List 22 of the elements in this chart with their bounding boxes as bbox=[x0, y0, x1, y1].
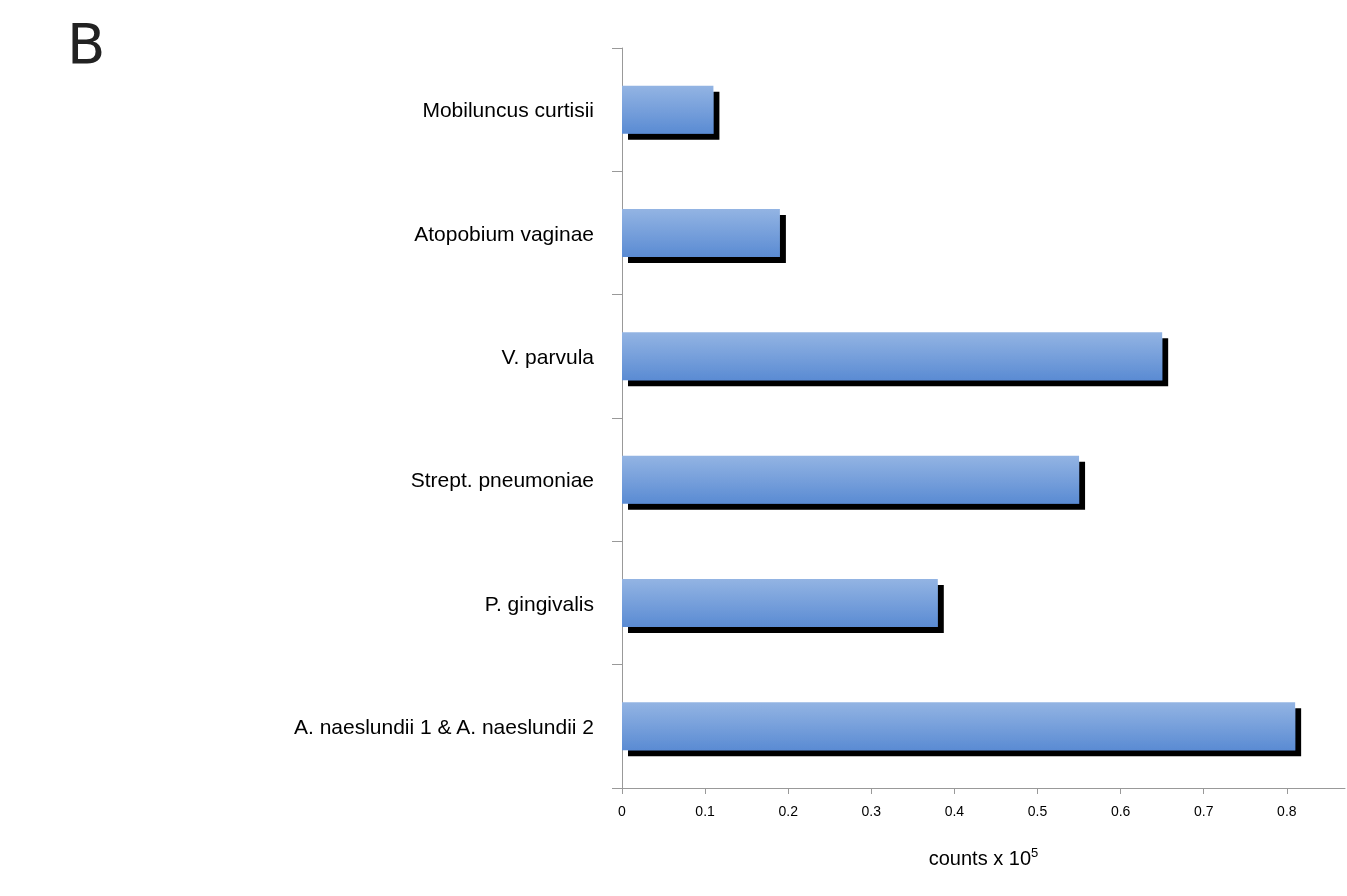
y-tick-label: Atopobium vaginae bbox=[414, 221, 594, 245]
x-tick-label: 0.1 bbox=[695, 803, 716, 819]
y-tick-label: P. gingivalis bbox=[484, 591, 594, 615]
y-tick-label: Mobiluncus curtisii bbox=[422, 98, 594, 122]
bar bbox=[622, 579, 938, 627]
bar bbox=[622, 209, 780, 257]
x-tick-label: 0.8 bbox=[1277, 803, 1297, 819]
x-tick-label: 0.6 bbox=[1110, 803, 1131, 819]
x-tick-label: 0 bbox=[618, 803, 627, 819]
x-tick-label: 0.4 bbox=[944, 803, 965, 819]
x-tick-label: 0.7 bbox=[1193, 803, 1214, 819]
y-tick-label: V. parvula bbox=[501, 344, 595, 368]
y-tick-label: Strept. pneumoniae bbox=[410, 468, 594, 492]
bar bbox=[622, 85, 714, 134]
bar bbox=[622, 702, 1296, 751]
x-tick-label: 0.3 bbox=[861, 803, 882, 819]
text: B bbox=[67, 10, 106, 76]
y-tick-label: A. naeslundii 1 & A. naeslundii 2 bbox=[293, 714, 594, 738]
x-tick-label: 0.5 bbox=[1027, 803, 1048, 819]
x-tick-label: 0.2 bbox=[778, 803, 799, 819]
bar bbox=[622, 455, 1080, 504]
bar bbox=[622, 332, 1163, 381]
